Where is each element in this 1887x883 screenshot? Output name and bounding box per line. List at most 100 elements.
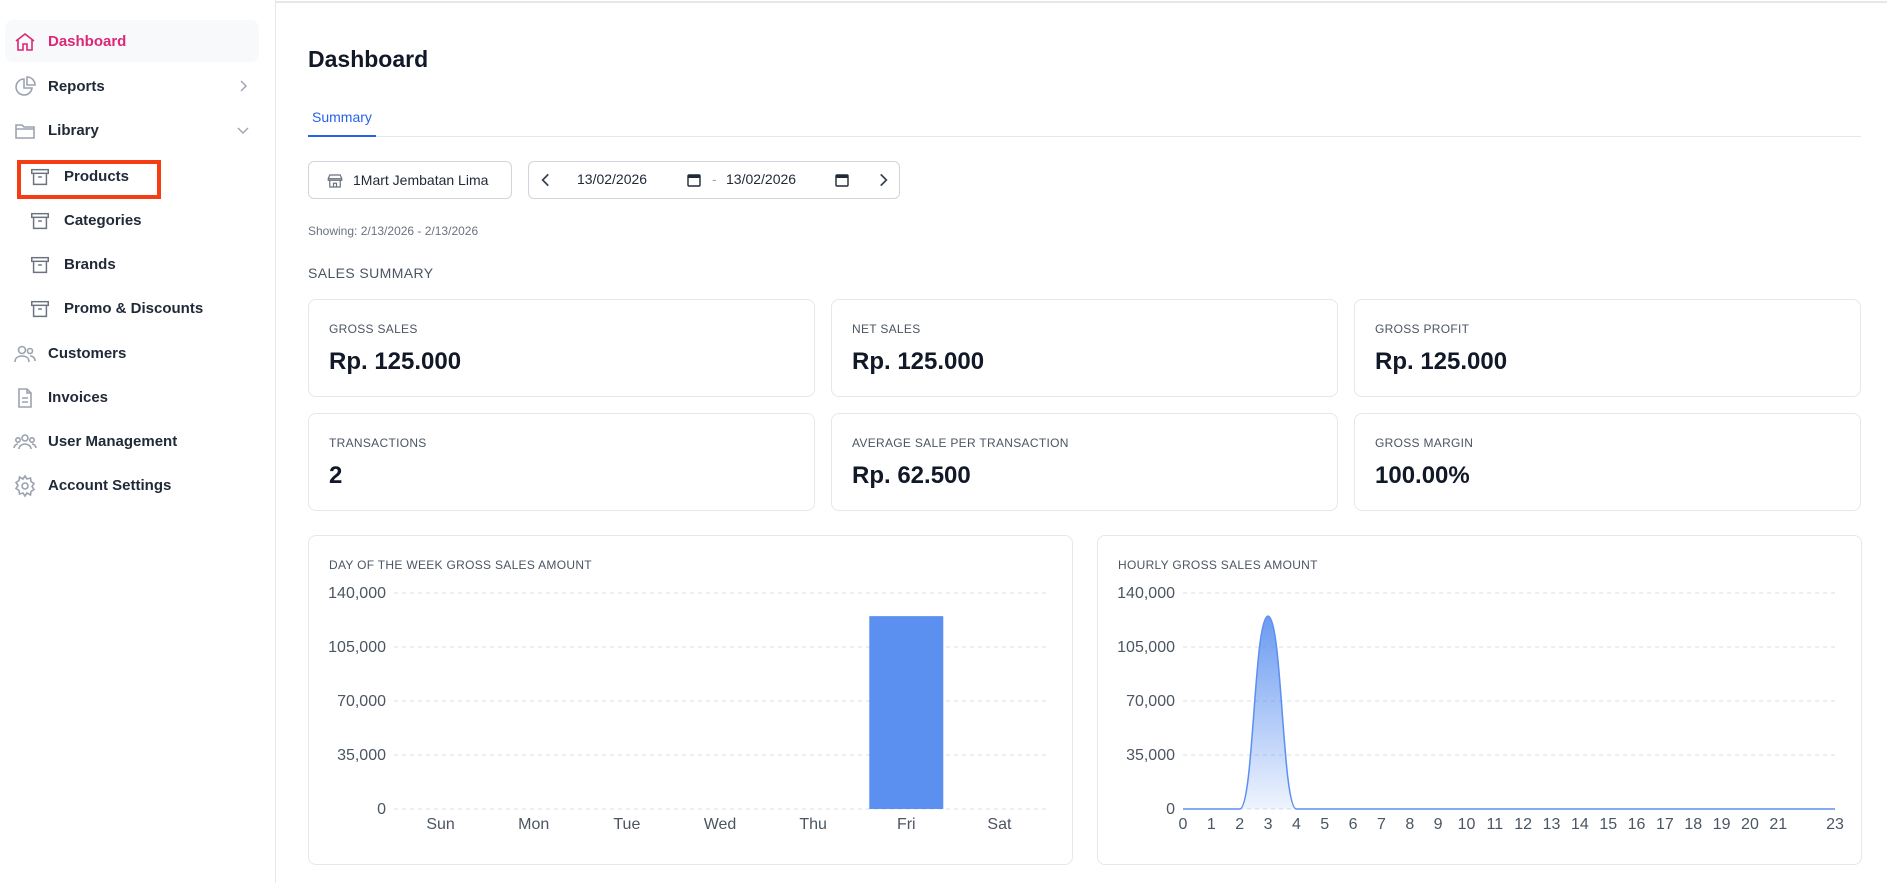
- x-tick-label: 16: [1628, 816, 1646, 833]
- x-tick-label: 23: [1826, 816, 1844, 833]
- x-tick-label: Sat: [987, 816, 1012, 833]
- date-to-input[interactable]: 13/02/2026: [726, 171, 797, 187]
- date-separator: -: [712, 171, 717, 187]
- calendar-icon[interactable]: [835, 173, 849, 187]
- sidebar-item-user-management[interactable]: User Management: [5, 420, 259, 462]
- document-icon: [18, 388, 32, 408]
- x-tick-label: 5: [1320, 816, 1329, 833]
- y-tick-label: 105,000: [1117, 639, 1175, 656]
- archive-box-icon: [31, 300, 49, 318]
- users-icon: [14, 345, 36, 363]
- x-tick-label: 12: [1514, 816, 1532, 833]
- calendar-icon[interactable]: [687, 173, 701, 187]
- x-tick-label: 18: [1684, 816, 1702, 833]
- sidebar-item-account-settings[interactable]: Account Settings: [5, 464, 259, 506]
- folder-icon: [15, 124, 35, 139]
- card-label: NET SALES: [852, 322, 921, 336]
- store-icon: [327, 174, 343, 188]
- gross-sales-card: GROSS SALES Rp. 125.000: [308, 299, 815, 397]
- x-tick-label: 19: [1713, 816, 1731, 833]
- card-value: 2: [329, 462, 343, 489]
- x-tick-label: 1: [1207, 816, 1216, 833]
- y-tick-label: 70,000: [1126, 693, 1175, 710]
- tab-summary[interactable]: Summary: [308, 104, 376, 137]
- card-label: GROSS MARGIN: [1375, 436, 1474, 450]
- home-icon: [15, 32, 35, 51]
- area-fill: [1183, 616, 1835, 809]
- top-divider: [276, 0, 1887, 3]
- x-tick-label: 11: [1487, 816, 1504, 833]
- gross-margin-card: GROSS MARGIN 100.00%: [1354, 413, 1861, 511]
- x-tick-label: 7: [1377, 816, 1386, 833]
- y-tick-label: 140,000: [1117, 585, 1175, 602]
- sidebar-item-label: Account Settings: [48, 476, 172, 494]
- x-tick-label: Mon: [518, 816, 549, 833]
- x-tick-label: 13: [1543, 816, 1561, 833]
- date-range-picker: 13/02/2026 - 13/02/2026: [528, 161, 900, 199]
- card-value: 100.00%: [1375, 462, 1470, 489]
- archive-box-icon: [31, 212, 49, 230]
- gross-profit-card: GROSS PROFIT Rp. 125.000: [1354, 299, 1861, 397]
- x-tick-label: 0: [1179, 816, 1188, 833]
- y-tick-label: 70,000: [337, 693, 386, 710]
- x-tick-label: 10: [1458, 816, 1476, 833]
- sales-summary-title: SALES SUMMARY: [308, 265, 434, 281]
- card-value: Rp. 125.000: [852, 348, 985, 375]
- card-value: Rp. 125.000: [1375, 348, 1508, 375]
- day-of-week-chart-card: DAY OF THE WEEK GROSS SALES AMOUNT 0 35,0…: [308, 535, 1073, 865]
- bar: [869, 616, 944, 809]
- chevron-down-icon: [237, 127, 249, 134]
- chart-title: HOURLY GROSS SALES AMOUNT: [1118, 558, 1318, 572]
- y-tick-label: 105,000: [328, 639, 386, 656]
- sidebar-subitem-promo-discounts[interactable]: Promo & Discounts: [26, 289, 256, 329]
- sidebar-subitem-categories[interactable]: Categories: [26, 201, 256, 241]
- sidebar-item-invoices[interactable]: Invoices: [5, 376, 259, 418]
- card-label: GROSS PROFIT: [1375, 322, 1470, 336]
- card-label: GROSS SALES: [329, 322, 418, 336]
- sidebar-item-label: Reports: [48, 77, 105, 95]
- sidebar-item-label: Customers: [48, 344, 127, 362]
- y-tick-label: 35,000: [337, 747, 386, 764]
- x-tick-label: 3: [1264, 816, 1273, 833]
- x-tick-label: 17: [1656, 816, 1674, 833]
- outlet-name: 1Mart Jembatan Lima: [353, 172, 489, 188]
- sidebar-item-dashboard[interactable]: Dashboard: [5, 20, 259, 62]
- card-label: TRANSACTIONS: [329, 436, 427, 450]
- day-of-week-bar-chart: 0 35,000 70,000 105,000 140,000 Sun Mon Tue Wed T…: [328, 585, 1046, 833]
- user-group-icon: [13, 434, 37, 450]
- sidebar-item-customers[interactable]: Customers: [5, 332, 259, 374]
- sidebar-subitem-label: Products: [64, 168, 130, 185]
- chevron-right-icon: [240, 80, 247, 92]
- sidebar-item-reports[interactable]: Reports: [5, 65, 259, 107]
- x-tick-label: Wed: [704, 816, 737, 833]
- x-tick-label: 14: [1571, 816, 1589, 833]
- chevron-right-icon[interactable]: [874, 171, 892, 189]
- sidebar-subitem-products[interactable]: Products: [26, 157, 256, 197]
- x-tick-label: 6: [1349, 816, 1358, 833]
- date-from-input[interactable]: 13/02/2026: [577, 171, 648, 187]
- x-tick-label: Tue: [613, 816, 640, 833]
- tab-bar: Summary: [308, 104, 1861, 137]
- sidebar-item-label: Library: [48, 121, 99, 139]
- series-line: [1183, 615, 1835, 810]
- x-tick-label: Sun: [426, 816, 454, 833]
- sidebar-item-label: Invoices: [48, 388, 109, 406]
- sidebar-subitem-label: Categories: [64, 212, 142, 229]
- chart-title: DAY OF THE WEEK GROSS SALES AMOUNT: [329, 558, 592, 572]
- chevron-left-icon[interactable]: [537, 171, 555, 189]
- outlet-selector-button[interactable]: 1Mart Jembatan Lima: [308, 161, 512, 199]
- sidebar-item-library[interactable]: Library: [5, 109, 259, 151]
- y-tick-label: 35,000: [1126, 747, 1175, 764]
- hourly-chart-card: HOURLY GROSS SALES AMOUNT 0 35,000 70,000 1…: [1097, 535, 1862, 865]
- sidebar-subitem-brands[interactable]: Brands: [26, 245, 256, 285]
- showing-range-text: Showing: 2/13/2026 - 2/13/2026: [308, 224, 479, 238]
- transactions-card: TRANSACTIONS 2: [308, 413, 815, 511]
- card-value: Rp. 62.500: [852, 462, 971, 489]
- average-sale-card: AVERAGE SALE PER TRANSACTION Rp. 62.500: [831, 413, 1338, 511]
- gear-icon: [14, 474, 36, 498]
- card-label: AVERAGE SALE PER TRANSACTION: [852, 436, 1069, 450]
- card-value: Rp. 125.000: [329, 348, 462, 375]
- x-tick-label: 21: [1769, 816, 1787, 833]
